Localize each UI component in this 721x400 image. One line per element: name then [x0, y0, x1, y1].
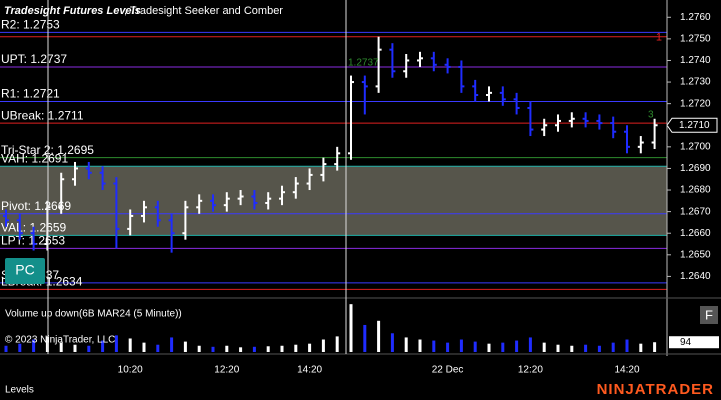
volume-bar — [114, 335, 118, 352]
level-label: R2: 1.2753 — [1, 18, 60, 32]
volume-bar — [239, 347, 243, 352]
x-tick-label: 10:20 — [118, 365, 143, 376]
x-tick-label: 12:20 — [214, 365, 239, 376]
tab-bar — [0, 380, 721, 400]
volume-bar — [363, 324, 367, 352]
y-tick-label: 1.2640 — [680, 271, 711, 282]
logo: NINJATRADER — [597, 381, 714, 398]
volume-bar — [515, 340, 519, 352]
y-tick-label: 1.2750 — [680, 34, 711, 45]
y-tick-label: 1.2740 — [680, 55, 711, 66]
volume-bar — [59, 342, 63, 352]
volume-bar — [390, 333, 394, 352]
volume-bar — [404, 337, 408, 352]
volume-bar — [73, 344, 77, 352]
volume-bar — [446, 342, 450, 352]
volume-bar — [653, 342, 657, 352]
y-tick-label: 1.2670 — [680, 206, 711, 217]
volume-bar — [142, 342, 146, 352]
volume-bar — [197, 345, 201, 352]
volume-bar — [18, 343, 22, 352]
volume-bar — [266, 346, 270, 352]
value-area — [0, 166, 667, 236]
f-button-label[interactable]: F — [705, 307, 713, 322]
volume-last-box — [669, 336, 719, 349]
volume-bar — [335, 336, 339, 352]
volume-bar — [32, 339, 36, 352]
y-tick-label: 1.2660 — [680, 228, 711, 239]
y-tick-label: 1.2760 — [680, 12, 711, 23]
volume-bar — [487, 343, 491, 352]
chart-title: Tradesight Futures Levels — [4, 5, 141, 17]
volume-last-label: 94 — [680, 337, 692, 348]
volume-bar — [625, 339, 629, 352]
volume-bar — [87, 345, 91, 352]
x-tick-label: 12:20 — [518, 365, 543, 376]
tab[interactable]: Levels — [5, 385, 34, 396]
y-tick-label: 1.2720 — [680, 98, 711, 109]
volume-bar — [308, 343, 312, 352]
volume-bar — [556, 344, 560, 352]
volume-bar — [501, 342, 505, 352]
level-label: UPT: 1.2737 — [1, 52, 67, 66]
y-tick-label: 1.2730 — [680, 77, 711, 88]
y-tick-label: 1.2700 — [680, 141, 711, 152]
volume-bar — [377, 320, 381, 352]
volume-bar — [570, 345, 574, 352]
volume-bar — [101, 340, 105, 352]
x-tick-label: 14:20 — [297, 365, 322, 376]
volume-bar — [321, 339, 325, 352]
level-label: 1 — [656, 32, 662, 44]
volume-bar — [280, 345, 284, 352]
volume-bar — [45, 336, 49, 352]
annotation: 1.2737 — [348, 58, 379, 69]
volume-bar — [225, 345, 229, 352]
level-label: R1: 1.2721 — [1, 87, 60, 101]
f-button[interactable] — [700, 306, 718, 324]
volume-bar — [597, 345, 601, 352]
volume-bar — [211, 346, 215, 352]
volume-bar — [4, 345, 8, 352]
copyright: © 2023 NinjaTrader, LLC — [5, 335, 115, 346]
volume-bar — [156, 344, 160, 352]
level-label: UBreak: 1.2711 — [1, 108, 84, 122]
last-price-label: 1.2710 — [679, 120, 710, 131]
volume-bar — [183, 341, 187, 352]
y-tick-label: 1.2690 — [680, 163, 711, 174]
volume-bar — [252, 346, 256, 352]
volume-bar — [473, 341, 477, 352]
volume-title: Volume up down(6B MAR24 (5 Minute)) — [5, 309, 182, 320]
plot: R2: 1.2753 1 UPT: 1.2737 R1: 1.2721 UBreak: … — [0, 12, 719, 376]
volume-bar — [459, 339, 463, 352]
volume-bar — [528, 337, 532, 352]
volume-bar — [170, 337, 174, 352]
volume-bar — [294, 344, 298, 352]
pc-button-label[interactable]: PC — [15, 262, 34, 278]
volume-bar — [349, 304, 353, 352]
level-label: VAH: 1.2691 — [1, 151, 68, 165]
pc-button[interactable] — [5, 258, 45, 284]
volume-bar — [418, 339, 422, 352]
y-tick-label: 1.2680 — [680, 185, 711, 196]
last-price-box — [666, 117, 718, 133]
y-tick-label: 1.2650 — [680, 249, 711, 260]
x-tick-label: 14:20 — [614, 365, 639, 376]
x-tick-label: 22 Dec — [432, 365, 464, 376]
annotation: 3 — [648, 109, 654, 120]
volume-bar — [432, 340, 436, 352]
volume-bar — [542, 342, 546, 352]
volume-bar — [128, 338, 132, 352]
volume-bar — [584, 344, 588, 352]
volume-bar — [639, 343, 643, 352]
volume-bar — [611, 342, 615, 352]
chart-subtitle: , Tradesight Seeker and Comber — [124, 5, 283, 17]
level-label: Pivot: 1.2669 — [1, 199, 71, 213]
